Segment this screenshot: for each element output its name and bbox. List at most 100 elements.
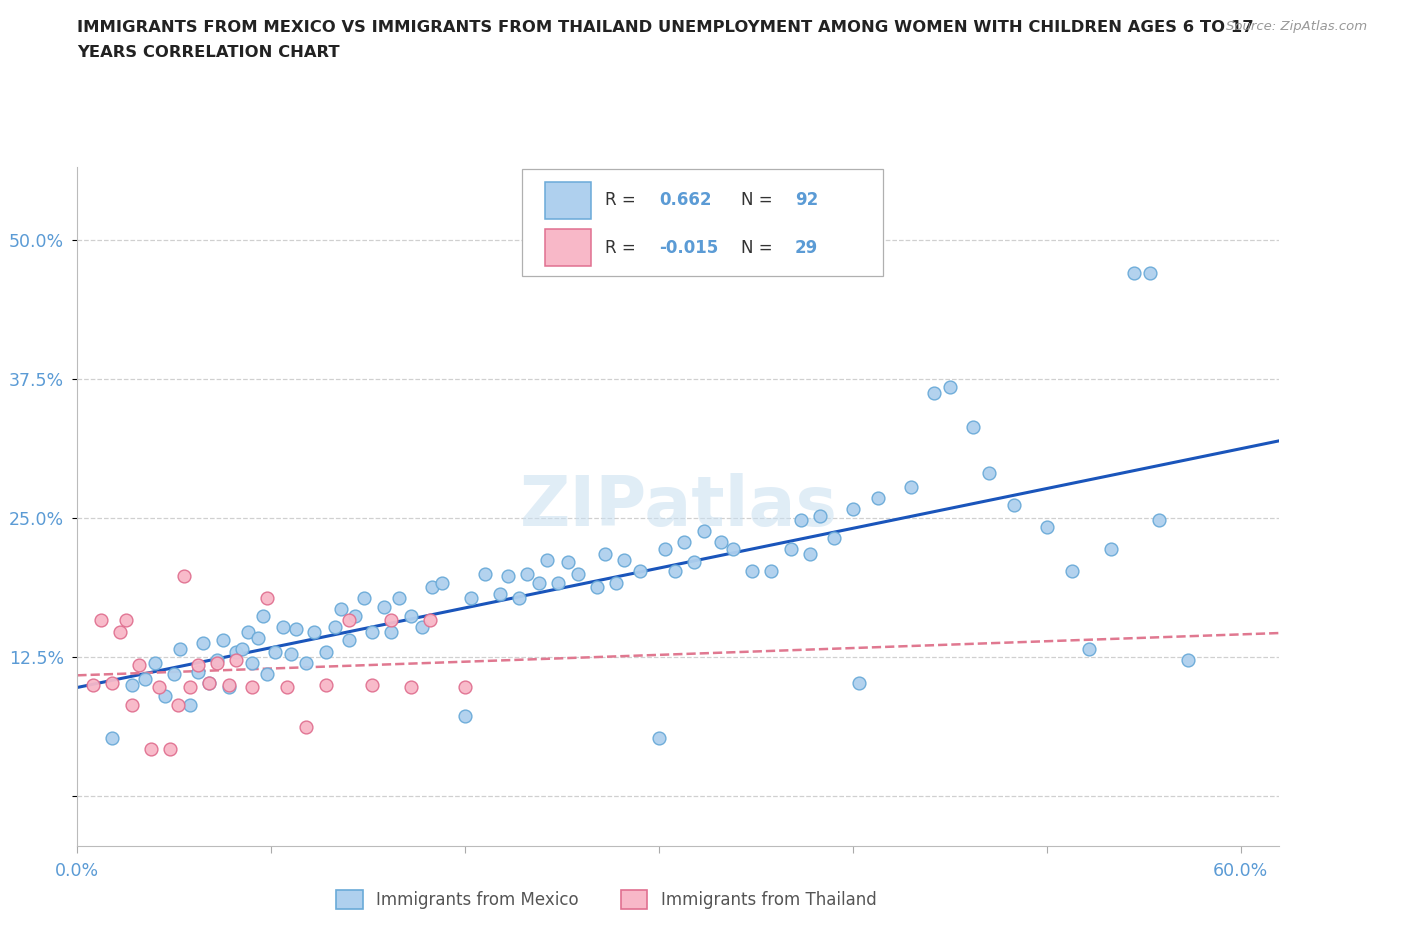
Point	[128, 658, 150, 672]
Point	[1078, 642, 1101, 657]
Point	[799, 546, 821, 561]
Point	[246, 631, 269, 645]
Text: R =: R =	[605, 238, 641, 257]
Text: IMMIGRANTS FROM MEXICO VS IMMIGRANTS FROM THAILAND UNEMPLOYMENT AMONG WOMEN WITH: IMMIGRANTS FROM MEXICO VS IMMIGRANTS FRO…	[77, 20, 1254, 35]
Point	[90, 613, 112, 628]
Point	[315, 644, 337, 659]
Point	[1149, 512, 1171, 527]
Point	[271, 619, 294, 634]
Point	[1060, 564, 1083, 578]
Point	[236, 624, 259, 639]
Point	[613, 552, 636, 567]
Point	[218, 677, 240, 692]
Text: N =: N =	[741, 238, 778, 257]
Point	[823, 531, 845, 546]
Point	[848, 675, 870, 690]
Point	[323, 619, 346, 634]
Point	[225, 653, 247, 668]
Point	[179, 698, 201, 712]
Point	[454, 709, 477, 724]
Legend: Immigrants from Mexico, Immigrants from Thailand: Immigrants from Mexico, Immigrants from …	[329, 884, 883, 916]
Text: N =: N =	[741, 192, 778, 209]
Point	[218, 680, 240, 695]
Point	[1099, 541, 1122, 556]
Point	[179, 680, 201, 695]
Point	[361, 624, 384, 639]
Point	[380, 624, 402, 639]
Point	[683, 555, 706, 570]
Point	[205, 653, 228, 668]
Point	[692, 524, 714, 538]
Point	[295, 720, 318, 735]
Point	[285, 622, 308, 637]
Point	[276, 680, 298, 695]
Point	[380, 613, 402, 628]
Point	[173, 568, 195, 583]
Text: YEARS CORRELATION CHART: YEARS CORRELATION CHART	[77, 45, 340, 60]
Point	[343, 608, 366, 623]
Point	[399, 608, 422, 623]
Point	[315, 677, 337, 692]
Point	[557, 555, 579, 570]
Point	[205, 656, 228, 671]
Point	[1002, 498, 1025, 512]
Point	[302, 624, 325, 639]
Point	[962, 419, 984, 434]
Point	[654, 541, 676, 556]
Point	[496, 568, 519, 583]
Text: 29: 29	[794, 238, 818, 257]
Point	[489, 586, 512, 601]
Point	[101, 675, 124, 690]
Point	[761, 564, 783, 578]
Point	[1139, 266, 1161, 281]
Point	[419, 613, 441, 628]
Point	[256, 667, 278, 682]
Point	[420, 579, 443, 594]
Point	[586, 579, 609, 594]
Point	[198, 675, 221, 690]
Point	[108, 624, 131, 639]
Point	[789, 512, 811, 527]
Point	[153, 688, 176, 703]
Point	[337, 613, 360, 628]
FancyBboxPatch shape	[546, 229, 591, 266]
Point	[240, 680, 263, 695]
Point	[264, 644, 287, 659]
Point	[593, 546, 616, 561]
Point	[193, 635, 215, 650]
Point	[134, 671, 156, 686]
Point	[159, 742, 181, 757]
Point	[460, 591, 482, 605]
Point	[527, 575, 550, 590]
Point	[121, 677, 143, 692]
Point	[536, 552, 558, 567]
Point	[508, 591, 530, 605]
Point	[148, 680, 170, 695]
Point	[399, 680, 422, 695]
Point	[1177, 653, 1199, 668]
Point	[231, 642, 253, 657]
Point	[1036, 520, 1059, 535]
Point	[139, 742, 162, 757]
Point	[977, 466, 1000, 481]
Point	[280, 646, 302, 661]
Text: ZIPatlas: ZIPatlas	[519, 473, 838, 540]
Point	[605, 575, 627, 590]
Point	[225, 644, 247, 659]
Point	[252, 608, 274, 623]
Point	[361, 677, 384, 692]
Point	[337, 633, 360, 648]
Point	[211, 633, 233, 648]
Point	[1123, 266, 1146, 281]
Point	[373, 600, 395, 615]
Text: -0.015: -0.015	[659, 238, 718, 257]
Point	[939, 379, 962, 394]
Point	[198, 675, 221, 690]
FancyBboxPatch shape	[522, 168, 883, 276]
Point	[114, 613, 136, 628]
Text: 92: 92	[794, 192, 818, 209]
Point	[186, 664, 209, 679]
Text: Source: ZipAtlas.com: Source: ZipAtlas.com	[1226, 20, 1367, 33]
FancyBboxPatch shape	[546, 181, 591, 219]
Point	[779, 541, 801, 556]
